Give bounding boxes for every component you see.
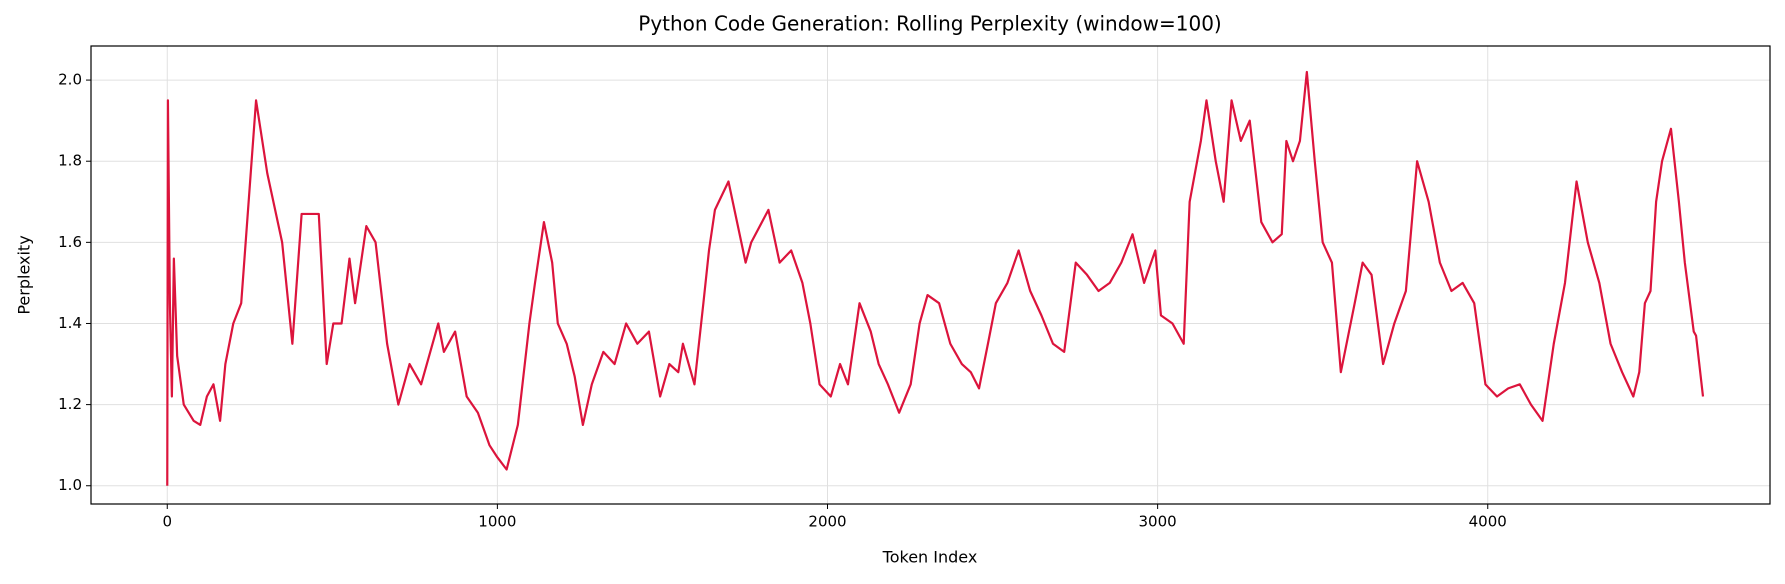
x-tick-label: 4000 (1469, 513, 1507, 531)
plot-area (166, 70, 1705, 486)
data-line (166, 70, 1705, 486)
y-tick-label: 1.2 (58, 395, 82, 413)
y-tick-label: 1.4 (58, 314, 82, 332)
y-tick-label: 1.6 (58, 233, 82, 251)
y-tick-label: 2.0 (58, 71, 82, 89)
chart-title: Python Code Generation: Rolling Perplexi… (638, 12, 1221, 36)
y-tick-label: 1.8 (58, 152, 82, 170)
x-tick-label: 1000 (478, 513, 516, 531)
x-axis-label: Token Index (882, 548, 978, 567)
y-axis-label: Perplexity (15, 235, 34, 314)
grid (91, 46, 1770, 504)
x-tick-label: 2000 (808, 513, 846, 531)
x-tick-label: 0 (162, 513, 172, 531)
y-tick-label: 1.0 (58, 476, 82, 494)
x-tick-label: 3000 (1139, 513, 1177, 531)
axes-frame (90, 45, 1771, 505)
